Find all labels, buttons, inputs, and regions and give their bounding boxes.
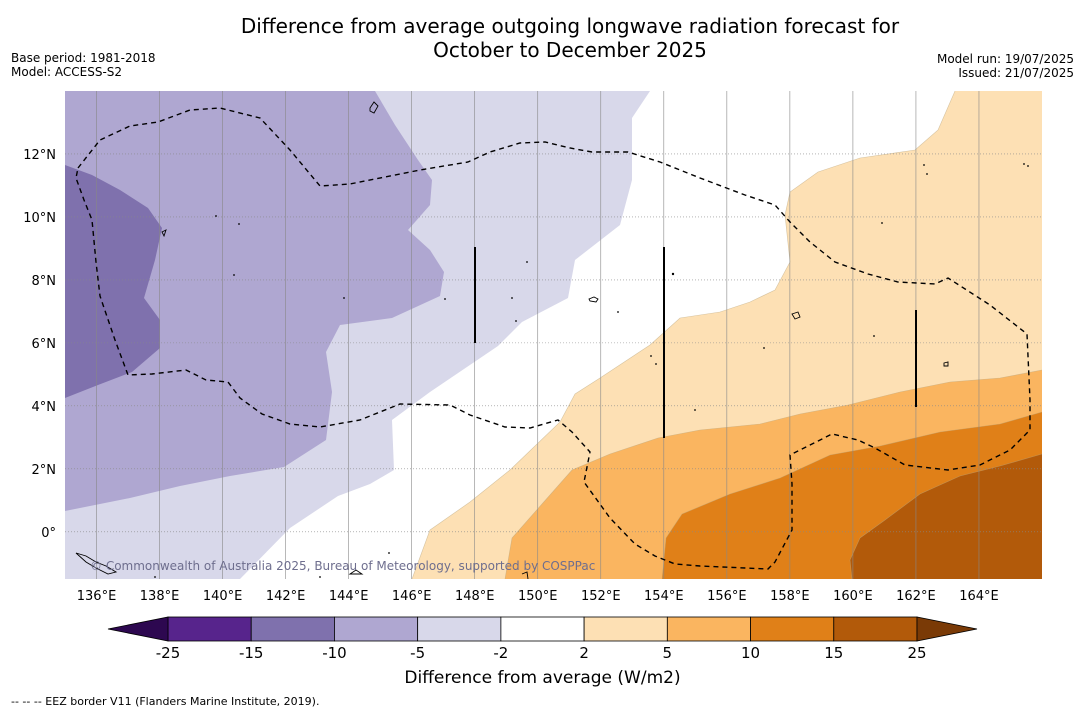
lon-tick-label: 152°E (581, 589, 621, 604)
colorbar-over-arrow (916, 616, 978, 642)
lon-tick-label: 144°E (329, 589, 369, 604)
title-line-2: October to December 2025 (433, 38, 707, 62)
colorbar-segment (666, 616, 751, 642)
lat-tick-labels: 12°N 10°N 8°N 6°N 4°N 2°N 0° (23, 148, 56, 541)
island-outlines (75, 101, 949, 579)
lat-tick-label: 0° (41, 526, 56, 541)
colorbar-title: Difference from average (W/m2) (404, 668, 681, 688)
colorbar-tick-label: 25 (907, 644, 927, 662)
copyright-notice: © Commonwealth of Australia 2025, Bureau… (90, 559, 595, 573)
colorbar-under-arrow (107, 616, 169, 642)
colorbar-segment (583, 616, 668, 642)
colorbar-segment (334, 616, 419, 642)
colorbar-tick-label: -5 (410, 644, 426, 662)
lon-tick-labels: 136°E 138°E 140°E 142°E 144°E 146°E 148°E 150°E… (77, 589, 999, 604)
chart-title: Difference from average outgoing longwav… (170, 14, 970, 62)
issued-date: Issued: 21/07/2025 (958, 66, 1074, 80)
lon-tick-label: 140°E (203, 589, 243, 604)
colorbar-tick-label: -2 (493, 644, 509, 662)
lon-tick-label: 156°E (707, 589, 747, 604)
colorbar-segment (167, 616, 252, 642)
lon-tick-label: 146°E (392, 589, 432, 604)
colorbar-tick-label: 5 (662, 644, 673, 662)
region-minus15-to-minus10 (65, 165, 162, 398)
colorbar-tick-label: -15 (238, 644, 264, 662)
lon-tick-label: 138°E (140, 589, 180, 604)
lat-tick-label: 10°N (23, 211, 56, 226)
colorbar-segment (417, 616, 502, 642)
base-period: Base period: 1981-2018 (11, 51, 156, 65)
title-line-1: Difference from average outgoing longwav… (240, 14, 900, 38)
lon-tick-label: 142°E (266, 589, 306, 604)
lon-tick-label: 150°E (518, 589, 558, 604)
colorbar-segment (250, 616, 335, 642)
lat-tick-label: 4°N (32, 400, 57, 415)
model-info: Base period: 1981-2018 Model: ACCESS-S2 (11, 51, 156, 79)
colorbar (107, 616, 978, 642)
lon-tick-label: 162°E (896, 589, 936, 604)
region-15-to-25 (850, 454, 1042, 579)
lon-tick-label: 136°E (77, 589, 117, 604)
colorbar-tick-label: -25 (155, 644, 181, 662)
lon-tick-label: 164°E (959, 589, 999, 604)
island-dots (154, 163, 1029, 578)
colorbar-segment (750, 616, 835, 642)
boundary-lines (474, 247, 917, 438)
model-name: Model: ACCESS-S2 (11, 65, 123, 79)
lon-tick-label: 158°E (770, 589, 810, 604)
lat-tick-label: 12°N (23, 148, 56, 163)
eez-footnote: -- -- -- EEZ border V11 (Flanders Marine… (11, 695, 320, 708)
colorbar-segment (833, 616, 918, 642)
colorbar-tick-label: 10 (741, 644, 761, 662)
lat-tick-label: 2°N (32, 463, 57, 478)
eez-border (75, 107, 1031, 570)
lat-tick-label: 6°N (32, 337, 57, 352)
lon-tick-label: 148°E (455, 589, 495, 604)
lon-tick-label: 160°E (833, 589, 873, 604)
run-info: Model run: 19/07/2025 Issued: 21/07/2025 (937, 52, 1074, 80)
model-run-date: Model run: 19/07/2025 (936, 52, 1074, 66)
lat-tick-label: 8°N (32, 274, 57, 289)
colorbar-tick-label: 15 (824, 644, 844, 662)
colorbar-segment (500, 616, 585, 642)
colorbar-tick-label: 2 (579, 644, 589, 662)
lon-tick-label: 154°E (644, 589, 684, 604)
map-panel: © Commonwealth of Australia 2025, Bureau… (65, 91, 1042, 579)
colorbar-tick-label: -10 (322, 644, 347, 662)
